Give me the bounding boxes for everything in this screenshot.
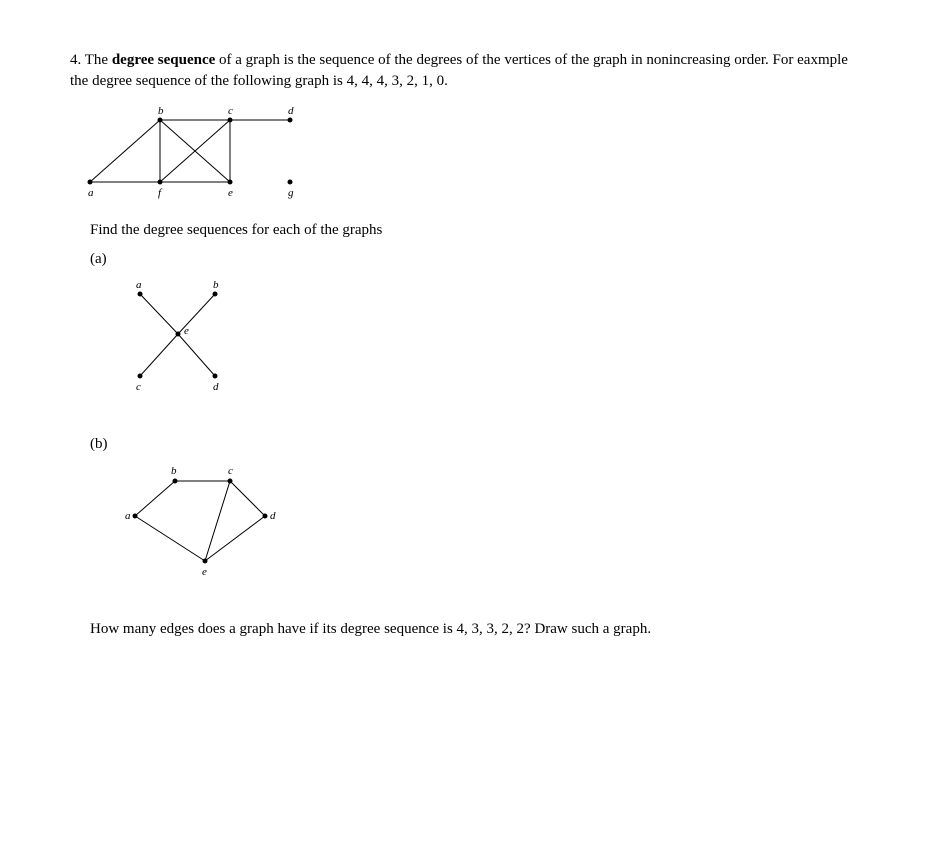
graph-edge	[140, 334, 178, 376]
example-graph-container: a f e b c d g	[70, 102, 857, 202]
graph-node-label: d	[270, 510, 276, 522]
term-bold: degree sequence	[112, 52, 215, 68]
graph-node	[228, 118, 233, 123]
graph-node	[213, 374, 218, 379]
graph-node	[228, 479, 233, 484]
graph-node-label: b	[158, 105, 164, 117]
graph-b-container: a b c d e	[120, 461, 857, 581]
graph-edge	[205, 481, 230, 561]
problem-intro: 4. The degree sequence of a graph is the…	[70, 50, 857, 92]
graph-node	[288, 118, 293, 123]
graph-node-label: e	[202, 566, 207, 578]
graph-node-label: a	[125, 510, 131, 522]
graph-a-container: a b e c d	[120, 276, 857, 396]
graph-node-label: e	[184, 325, 189, 337]
graph-edge	[135, 516, 205, 561]
graph-edge	[90, 120, 160, 182]
graph-node	[203, 559, 208, 564]
graph-a-svg: a b e c d	[120, 276, 250, 396]
graph-node-label: b	[213, 279, 219, 291]
graph-edge	[205, 516, 265, 561]
graph-edge	[140, 294, 178, 334]
graph-node	[288, 180, 293, 185]
graph-node-label: f	[158, 187, 163, 199]
part-b-label: (b)	[90, 436, 857, 453]
graph-node	[263, 514, 268, 519]
graph-b-svg: a b c d e	[120, 461, 290, 581]
graph-node	[88, 180, 93, 185]
graph-node	[158, 180, 163, 185]
graph-node	[138, 374, 143, 379]
graph-node	[173, 479, 178, 484]
graph-node-label: d	[288, 105, 294, 117]
graph-node	[158, 118, 163, 123]
graph-node-label: c	[228, 105, 233, 117]
graph-node-label: c	[228, 465, 233, 477]
graph-edge	[230, 481, 265, 516]
example-graph-svg: a f e b c d g	[70, 102, 350, 202]
graph-node-label: c	[136, 381, 141, 393]
intro-prefix: The	[85, 52, 112, 68]
problem-number: 4.	[70, 52, 81, 68]
graph-node-label: a	[88, 187, 94, 199]
graph-node	[138, 292, 143, 297]
final-question: How many edges does a graph have if its …	[90, 621, 857, 638]
part-a-label: (a)	[90, 251, 857, 268]
find-text: Find the degree sequences for each of th…	[90, 222, 857, 239]
graph-node-label: e	[228, 187, 233, 199]
graph-node-label: g	[288, 187, 294, 199]
graph-node-label: d	[213, 381, 219, 393]
graph-edge	[135, 481, 175, 516]
graph-node	[213, 292, 218, 297]
graph-node	[228, 180, 233, 185]
graph-node-label: a	[136, 279, 142, 291]
graph-node-label: b	[171, 465, 177, 477]
graph-node	[133, 514, 138, 519]
graph-node	[176, 332, 181, 337]
graph-edge	[178, 334, 215, 376]
